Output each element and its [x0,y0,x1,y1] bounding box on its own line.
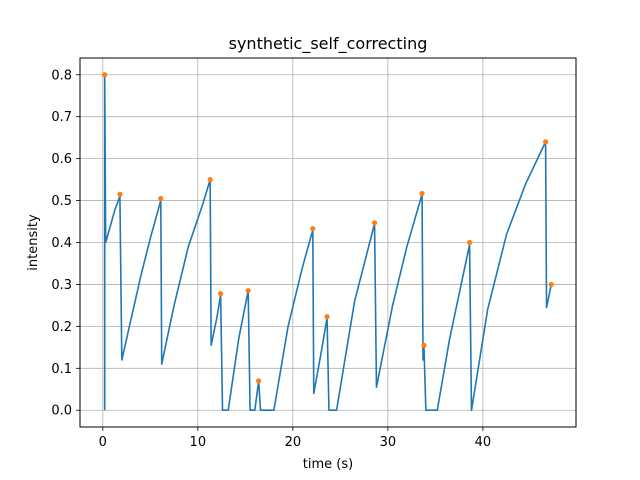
y-tick-label: 0.3 [51,278,72,293]
event-point [324,314,330,320]
event-point [466,239,473,246]
y-tick-label: 0.7 [51,110,72,125]
x-tick-label: 40 [475,435,492,450]
event-point [218,291,224,297]
event-point [207,177,213,183]
y-tick-label: 0.5 [51,194,72,209]
event-point [158,195,164,202]
ticks: 0 10 20 30 40 0.0 0.1 0.2 0.3 0.4 0.5 0.6 0.7 0.8 [51,68,491,450]
x-tick-label: 30 [380,435,397,450]
plot-data [102,72,554,412]
x-tick-label: 10 [190,435,207,450]
grid [80,58,576,427]
y-tick-label: 0.0 [51,404,72,419]
event-point [548,281,554,288]
intensity-line [103,73,553,412]
x-tick-label: 0 [99,435,107,450]
y-tick-label: 0.4 [51,236,72,251]
event-point [256,378,262,384]
y-tick-label: 0.6 [51,152,72,167]
y-tick-label: 0.1 [51,362,72,377]
event-point [310,226,316,232]
y-axis-label: intensity [26,214,41,271]
event-point [419,190,425,197]
x-tick-label: 20 [285,435,302,450]
event-point [245,288,251,294]
y-tick-label: 0.2 [51,320,72,335]
event-point [542,139,549,145]
x-axis-label: time (s) [303,457,353,472]
event-point [102,72,108,78]
y-tick-label: 0.8 [51,68,72,83]
event-point [421,342,427,348]
event-point [371,220,378,226]
chart-title: synthetic_self_correcting [229,34,428,54]
event-point [117,191,123,197]
